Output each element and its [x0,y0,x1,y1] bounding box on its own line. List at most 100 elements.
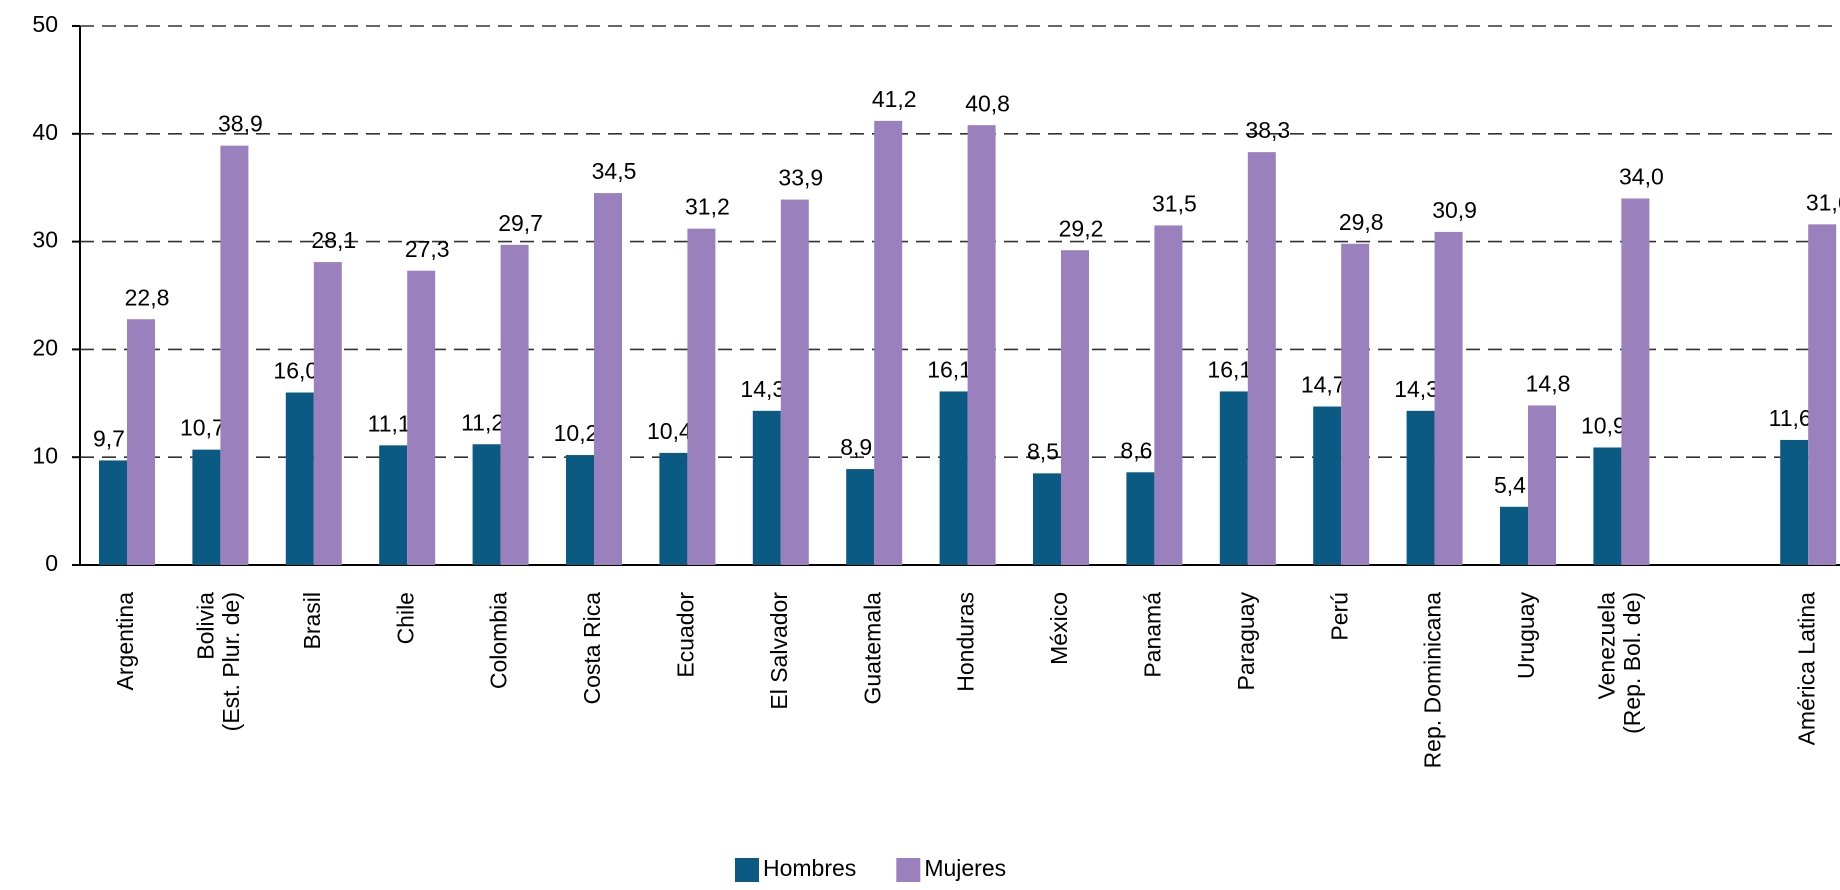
value-label: 31,5 [1152,191,1197,217]
bar [1219,391,1248,565]
bar [379,445,408,565]
value-label: 29,2 [1059,215,1104,241]
bar [127,319,155,565]
y-tick-label: 10 [32,442,58,468]
value-label: 29,8 [1339,209,1384,235]
y-tick-label: 20 [32,334,58,360]
x-tick-label: Panamá [1139,592,1165,678]
bar [1061,250,1089,565]
value-label: 11,1 [368,410,411,436]
value-label: 31,6 [1806,189,1840,215]
y-tick-label: 30 [32,227,58,253]
legend-label: Mujeres [924,855,1006,881]
bar [1780,439,1809,565]
bar [566,455,594,565]
value-label: 31,2 [685,194,730,220]
bar [99,460,127,565]
x-tick-label: Costa Rica [579,592,605,705]
bar [313,262,342,565]
value-label: 34,0 [1619,164,1664,190]
x-tick-label: América Latina [1793,592,1819,746]
value-label: 28,1 [311,227,356,253]
bar [874,120,903,565]
value-label: 11,2 [461,409,504,435]
bar [1154,225,1183,565]
value-label: 38,3 [1245,117,1290,143]
value-label: 14,3 [740,376,785,402]
bar [1434,231,1463,565]
value-label: 38,9 [218,111,263,137]
bar [500,244,529,566]
bar [1406,410,1435,565]
y-tick-label: 50 [32,11,58,37]
y-tick-label: 40 [32,119,58,145]
bar [1808,224,1837,566]
value-label: 30,9 [1432,197,1477,223]
x-tick-label: Guatemala [859,592,885,705]
bar [1313,406,1342,565]
value-label: 16,0 [273,358,318,384]
x-tick-label: Argentina [112,592,138,691]
bar [1500,506,1528,565]
value-label: 27,3 [405,236,450,262]
value-label: 10,7 [180,415,225,441]
bar [407,270,436,565]
value-label: 34,5 [592,158,637,184]
value-label: 33,9 [778,165,823,191]
value-label: 5,4 [1494,472,1526,498]
x-tick-label: Bolivia(Est. Plur. de) [193,592,244,732]
bar [780,199,809,566]
bar [285,392,314,565]
x-tick-label: El Salvador [766,592,792,710]
x-tick-label: Paraguay [1233,592,1259,691]
value-label: 14,7 [1301,372,1346,398]
bar [1528,405,1556,565]
bar [846,469,875,565]
x-tick-label: Chile [392,592,418,644]
value-label: 10,9 [1581,413,1626,439]
bar [1126,472,1155,565]
bar [1593,447,1622,565]
bar [1621,198,1650,566]
bar [659,452,688,565]
bar [594,193,622,565]
value-label: 11,6 [1769,405,1812,431]
bar [192,449,221,565]
bar [1247,152,1276,565]
bar [1341,243,1370,566]
x-tick-label: Colombia [486,592,512,689]
value-label: 16,1 [927,357,972,383]
bar [472,444,501,565]
x-tick-label: Rep. Dominicana [1420,592,1446,769]
value-label: 8,9 [840,434,872,460]
x-tick-label: Ecuador [672,592,698,678]
value-label: 41,2 [872,86,917,112]
value-label: 10,4 [647,418,692,444]
y-tick-label: 0 [45,550,58,576]
legend-swatch [735,858,759,882]
legend-swatch [896,858,921,882]
value-label: 8,6 [1120,437,1152,463]
value-label: 22,8 [125,284,170,310]
value-label: 9,7 [93,426,125,452]
x-tick-label: Honduras [953,592,979,692]
bar [752,410,781,565]
legend-label: Hombres [763,855,856,881]
value-label: 14,8 [1526,371,1571,397]
bar [967,125,996,566]
bar [220,145,249,565]
value-label: 10,2 [554,420,599,446]
bar [939,391,968,565]
value-label: 40,8 [965,90,1010,116]
value-label: 29,7 [498,210,543,236]
x-tick-label: Venezuela(Rep. Bol. de) [1594,592,1645,734]
bar [1033,473,1061,565]
bar [687,228,716,565]
x-tick-label: México [1046,592,1072,665]
value-label: 16,1 [1207,357,1252,383]
value-label: 14,3 [1394,376,1439,402]
value-label: 8,5 [1027,438,1059,464]
x-tick-label: Uruguay [1513,592,1539,679]
x-tick-label: Perú [1326,592,1352,641]
